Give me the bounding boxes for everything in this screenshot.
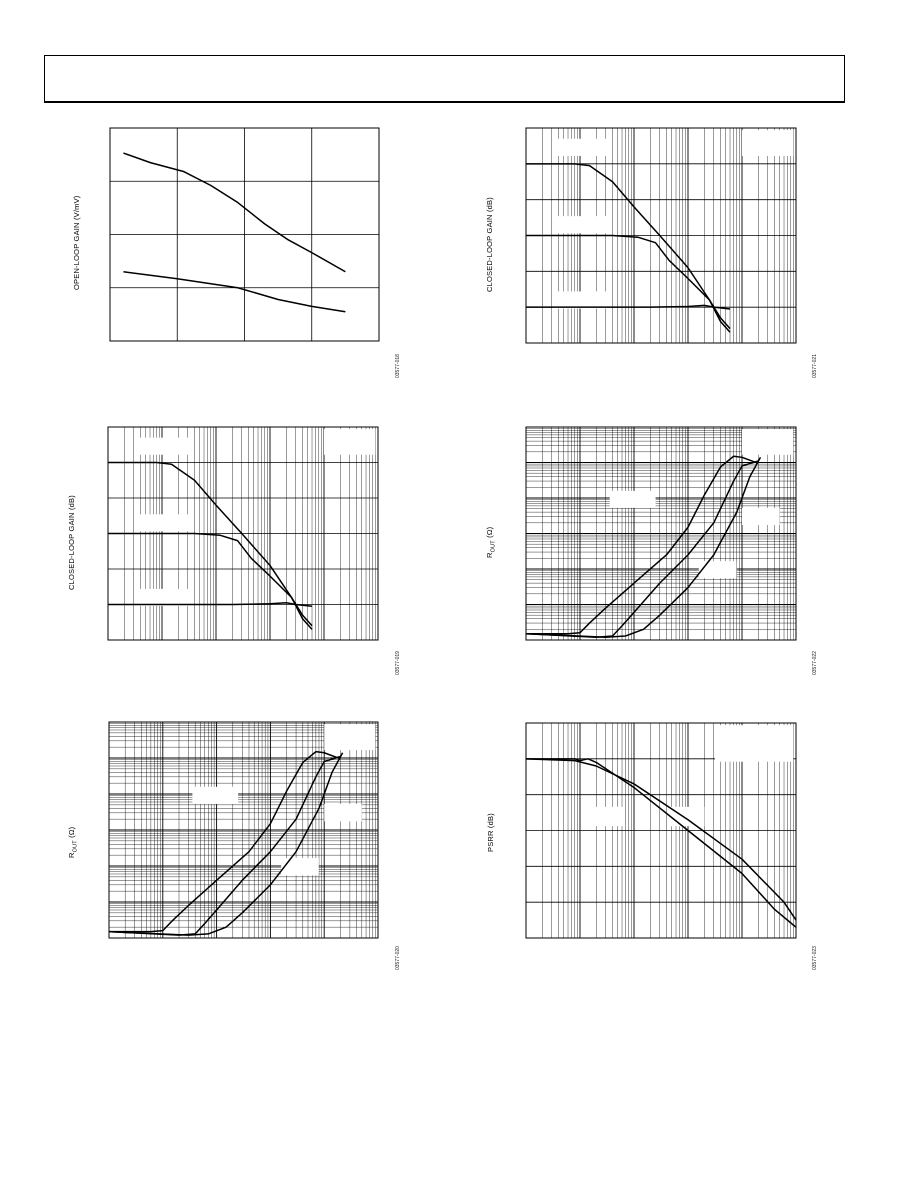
chart-p5-frame <box>525 426 797 641</box>
chart-closed-loop-gain-2 <box>525 127 797 344</box>
chart-p2-series-2-line <box>108 601 313 608</box>
chart-p4-label-box-3 <box>742 130 794 156</box>
chart-p6-series-0-line <box>525 758 797 921</box>
chart-closed-loop-gain-1 <box>107 426 379 641</box>
chart-p5-label-box-2 <box>742 507 780 525</box>
chart-p4-series-0-line <box>526 163 731 333</box>
chart-p1-ylabel: OPEN-LOOP GAIN (V/mV) <box>72 195 81 291</box>
chart-p2-label-box-0 <box>135 437 189 455</box>
chart-p1-plot <box>109 127 380 342</box>
chart-p4-frame <box>525 127 797 344</box>
chart-p2-ylabel: CLOSED-LOOP GAIN (dB) <box>67 495 76 590</box>
chart-p3-series-0-line <box>109 750 341 933</box>
chart-p3-series-2-line <box>108 752 344 936</box>
chart-p4-figure-id: 03577-021 <box>812 354 818 378</box>
chart-p3-label-box-3 <box>281 858 319 876</box>
chart-p3-ylabel: ROUT (Ω) <box>67 827 79 858</box>
chart-rout-2 <box>525 426 797 641</box>
chart-open-loop-gain <box>109 127 380 342</box>
chart-p3-plot <box>108 721 379 939</box>
chart-p6-series-1-line <box>526 758 797 928</box>
chart-p4-label-box-0 <box>553 138 607 156</box>
chart-p6-label-box-1 <box>588 806 624 827</box>
chart-p1-series-1-line <box>123 271 346 313</box>
chart-p2-frame <box>107 426 379 641</box>
chart-p2-figure-id: 03577-019 <box>395 651 401 675</box>
chart-p5-ylabel-r: R <box>485 552 494 558</box>
chart-p3-figure-id: 03577-020 <box>395 946 401 970</box>
chart-p5-figure-id: 03577-022 <box>812 651 818 675</box>
chart-p2-plot <box>107 426 379 641</box>
chart-p6-frame <box>525 722 797 939</box>
chart-p5-ylabel-sub: OUT <box>490 540 497 553</box>
page-header-box <box>44 55 845 103</box>
chart-rout-1 <box>108 721 379 939</box>
chart-p4-label-box-1 <box>553 216 607 234</box>
chart-p4-series-1-line <box>526 234 731 330</box>
chart-p5-ylabel-unit: (Ω) <box>485 526 494 541</box>
chart-p6-figure-id: 03577-023 <box>812 946 818 970</box>
chart-p6-ylabel: PSRR (dB) <box>486 813 495 852</box>
chart-p4-label-box-2 <box>553 291 607 309</box>
chart-p5-label-box-3 <box>698 561 737 579</box>
chart-p3-ylabel-sub: OUT <box>72 840 79 853</box>
chart-p3-frame <box>108 721 379 939</box>
chart-p5-plot <box>525 426 797 641</box>
chart-p3-label-box-0 <box>192 786 239 805</box>
chart-psrr <box>525 722 797 939</box>
chart-p2-label-box-3 <box>324 429 376 455</box>
chart-p5-series-2-line <box>525 456 762 638</box>
chart-p1-frame <box>109 127 380 342</box>
chart-p4-plot <box>525 127 797 344</box>
chart-p4-ylabel: CLOSED-LOOP GAIN (dB) <box>485 197 494 292</box>
chart-p5-label-box-1 <box>742 429 794 455</box>
chart-p3-ylabel-r: R <box>67 852 76 858</box>
chart-p5-label-box-0 <box>609 490 656 508</box>
chart-p2-series-0-line <box>108 461 313 630</box>
chart-p3-grid <box>109 722 378 938</box>
chart-p2-series-1-line <box>108 532 313 627</box>
chart-p3-ylabel-unit: (Ω) <box>67 826 76 841</box>
chart-p2-label-box-2 <box>135 588 189 606</box>
chart-p5-ylabel: ROUT (Ω) <box>485 527 497 558</box>
chart-p1-series-0-line <box>123 152 346 273</box>
chart-p3-label-box-2 <box>324 804 362 822</box>
chart-p5-grid <box>526 427 796 640</box>
chart-p1-figure-id: 03577-018 <box>395 354 401 378</box>
chart-p1-grid <box>110 128 379 341</box>
chart-p6-label-box-2 <box>669 806 705 827</box>
chart-p4-series-2-line <box>526 304 731 310</box>
chart-p6-plot <box>525 722 797 939</box>
chart-p5-series-0-line <box>526 455 759 635</box>
chart-p2-label-box-1 <box>135 514 189 532</box>
chart-p6-label-box-0 <box>715 725 794 762</box>
chart-p3-label-box-1 <box>324 724 376 751</box>
